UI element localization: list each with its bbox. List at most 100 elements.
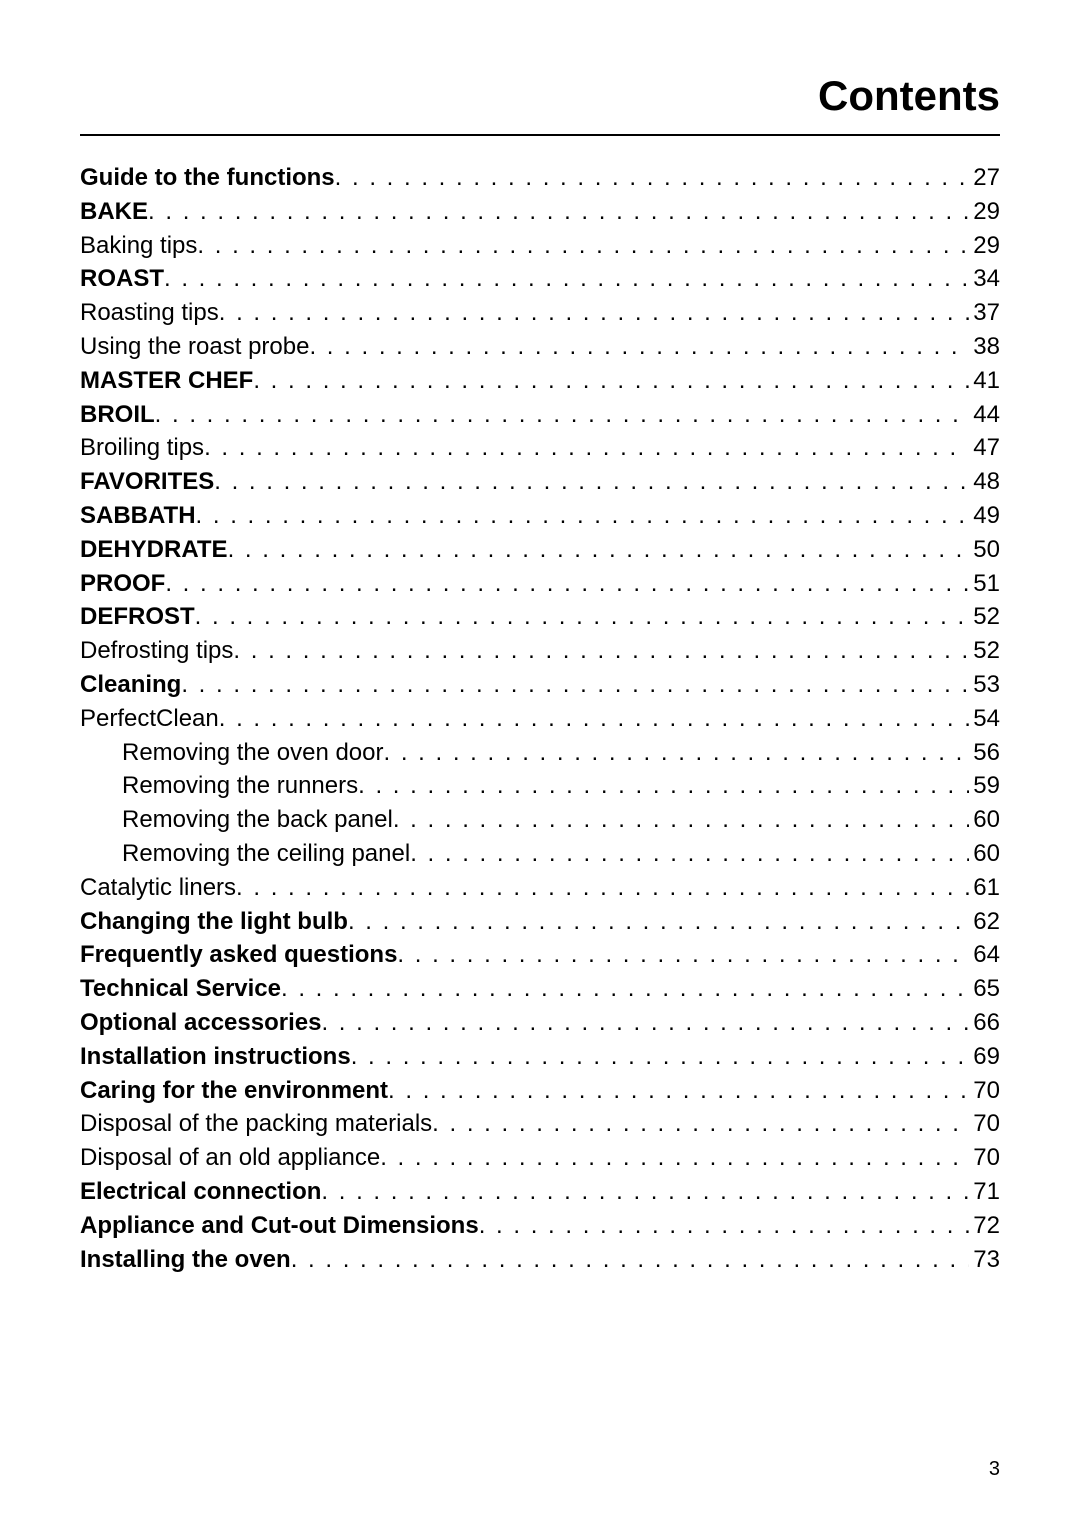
toc-page-number: 64: [969, 943, 1000, 967]
toc-row: ROAST 34: [80, 267, 1000, 291]
toc-label: Using the roast probe: [80, 335, 309, 359]
toc-leader-dots: [253, 369, 969, 393]
toc-page-number: 59: [969, 774, 1000, 798]
toc-page-number: 65: [969, 977, 1000, 1001]
toc-label: FAVORITES: [80, 470, 214, 494]
toc-leader-dots: [164, 267, 969, 291]
toc-label: PROOF: [80, 572, 165, 596]
toc-page-number: 27: [969, 166, 1000, 190]
toc-row: Removing the oven door56: [80, 741, 1000, 765]
toc-label: Guide to the functions: [80, 166, 335, 190]
toc-label: Removing the runners: [80, 774, 358, 798]
toc-page-number: 56: [969, 741, 1000, 765]
toc-leader-dots: [219, 707, 970, 731]
toc-leader-dots: [228, 538, 970, 562]
toc-page-number: 70: [969, 1079, 1000, 1103]
toc-leader-dots: [388, 1079, 969, 1103]
toc-page-number: 52: [969, 639, 1000, 663]
toc-label: Disposal of the packing materials: [80, 1112, 432, 1136]
toc-label: ROAST: [80, 267, 164, 291]
toc-leader-dots: [384, 741, 970, 765]
toc-row: Caring for the environment 70: [80, 1079, 1000, 1103]
toc-label: Broiling tips: [80, 436, 204, 460]
page: Contents Guide to the functions 27 BAKE29 B…: [0, 0, 1080, 1529]
toc-row: Technical Service65: [80, 977, 1000, 1001]
toc-page-number: 44: [969, 403, 1000, 427]
toc-leader-dots: [281, 977, 969, 1001]
header: Contents: [80, 72, 1000, 120]
toc-page-number: 41: [969, 369, 1000, 393]
toc-row: BAKE29: [80, 200, 1000, 224]
toc-row: BROIL44: [80, 403, 1000, 427]
toc-row: DEFROST52: [80, 605, 1000, 629]
toc-page-number: 70: [969, 1112, 1000, 1136]
toc-row: MASTER CHEF 41: [80, 369, 1000, 393]
toc-row: Frequently asked questions 64: [80, 943, 1000, 967]
toc-leader-dots: [204, 436, 969, 460]
toc-row: Guide to the functions 27: [80, 166, 1000, 190]
toc-row: Electrical connection71: [80, 1180, 1000, 1204]
toc-page-number: 34: [969, 267, 1000, 291]
toc-label: Frequently asked questions: [80, 943, 397, 967]
toc-leader-dots: [219, 301, 970, 325]
toc-leader-dots: [393, 808, 969, 832]
toc-leader-dots: [432, 1112, 969, 1136]
toc-page-number: 54: [969, 707, 1000, 731]
toc-page-number: 62: [969, 910, 1000, 934]
toc-label: SABBATH: [80, 504, 196, 528]
toc-label: PerfectClean: [80, 707, 219, 731]
toc-leader-dots: [309, 335, 969, 359]
toc-page-number: 29: [969, 234, 1000, 258]
toc-page-number: 53: [969, 673, 1000, 697]
toc-leader-dots: [148, 200, 969, 224]
toc-label: Baking tips: [80, 234, 197, 258]
toc-page-number: 66: [969, 1011, 1000, 1035]
toc-row: Catalytic liners61: [80, 876, 1000, 900]
toc-page-number: 29: [969, 200, 1000, 224]
toc-page-number: 69: [969, 1045, 1000, 1069]
toc-page-number: 48: [969, 470, 1000, 494]
table-of-contents: Guide to the functions 27 BAKE29 Baking tip…: [80, 166, 1000, 1272]
toc-page-number: 38: [969, 335, 1000, 359]
toc-label: DEFROST: [80, 605, 195, 629]
toc-row: Changing the light bulb62: [80, 910, 1000, 934]
toc-leader-dots: [358, 774, 969, 798]
toc-row: Optional accessories 66: [80, 1011, 1000, 1035]
toc-row: Roasting tips37: [80, 301, 1000, 325]
toc-page-number: 71: [969, 1180, 1000, 1204]
toc-label: Cleaning: [80, 673, 181, 697]
toc-leader-dots: [181, 673, 969, 697]
toc-page-number: 70: [969, 1146, 1000, 1170]
toc-leader-dots: [397, 943, 969, 967]
toc-page-number: 61: [969, 876, 1000, 900]
toc-row: Disposal of the packing materials 70: [80, 1112, 1000, 1136]
toc-leader-dots: [321, 1180, 969, 1204]
toc-leader-dots: [348, 910, 969, 934]
toc-leader-dots: [410, 842, 969, 866]
toc-label: DEHYDRATE: [80, 538, 228, 562]
toc-label: Roasting tips: [80, 301, 219, 325]
toc-label: Disposal of an old appliance: [80, 1146, 380, 1170]
toc-label: Removing the ceiling panel: [80, 842, 410, 866]
toc-label: Optional accessories: [80, 1011, 321, 1035]
page-number: 3: [989, 1458, 1000, 1481]
toc-row: FAVORITES 48: [80, 470, 1000, 494]
toc-label: Installation instructions: [80, 1045, 351, 1069]
toc-label: Appliance and Cut-out Dimensions: [80, 1214, 479, 1238]
toc-leader-dots: [197, 234, 969, 258]
toc-row: Disposal of an old appliance 70: [80, 1146, 1000, 1170]
toc-row: Baking tips 29: [80, 234, 1000, 258]
toc-row: Cleaning 53: [80, 673, 1000, 697]
toc-leader-dots: [351, 1045, 970, 1069]
toc-row: PerfectClean 54: [80, 707, 1000, 731]
toc-leader-dots: [321, 1011, 969, 1035]
toc-row: Installing the oven73: [80, 1248, 1000, 1272]
toc-row: PROOF51: [80, 572, 1000, 596]
toc-page-number: 72: [969, 1214, 1000, 1238]
toc-row: Installation instructions 69: [80, 1045, 1000, 1069]
toc-page-number: 49: [969, 504, 1000, 528]
toc-row: Removing the back panel60: [80, 808, 1000, 832]
toc-label: Caring for the environment: [80, 1079, 388, 1103]
toc-label: MASTER CHEF: [80, 369, 253, 393]
toc-leader-dots: [335, 166, 970, 190]
